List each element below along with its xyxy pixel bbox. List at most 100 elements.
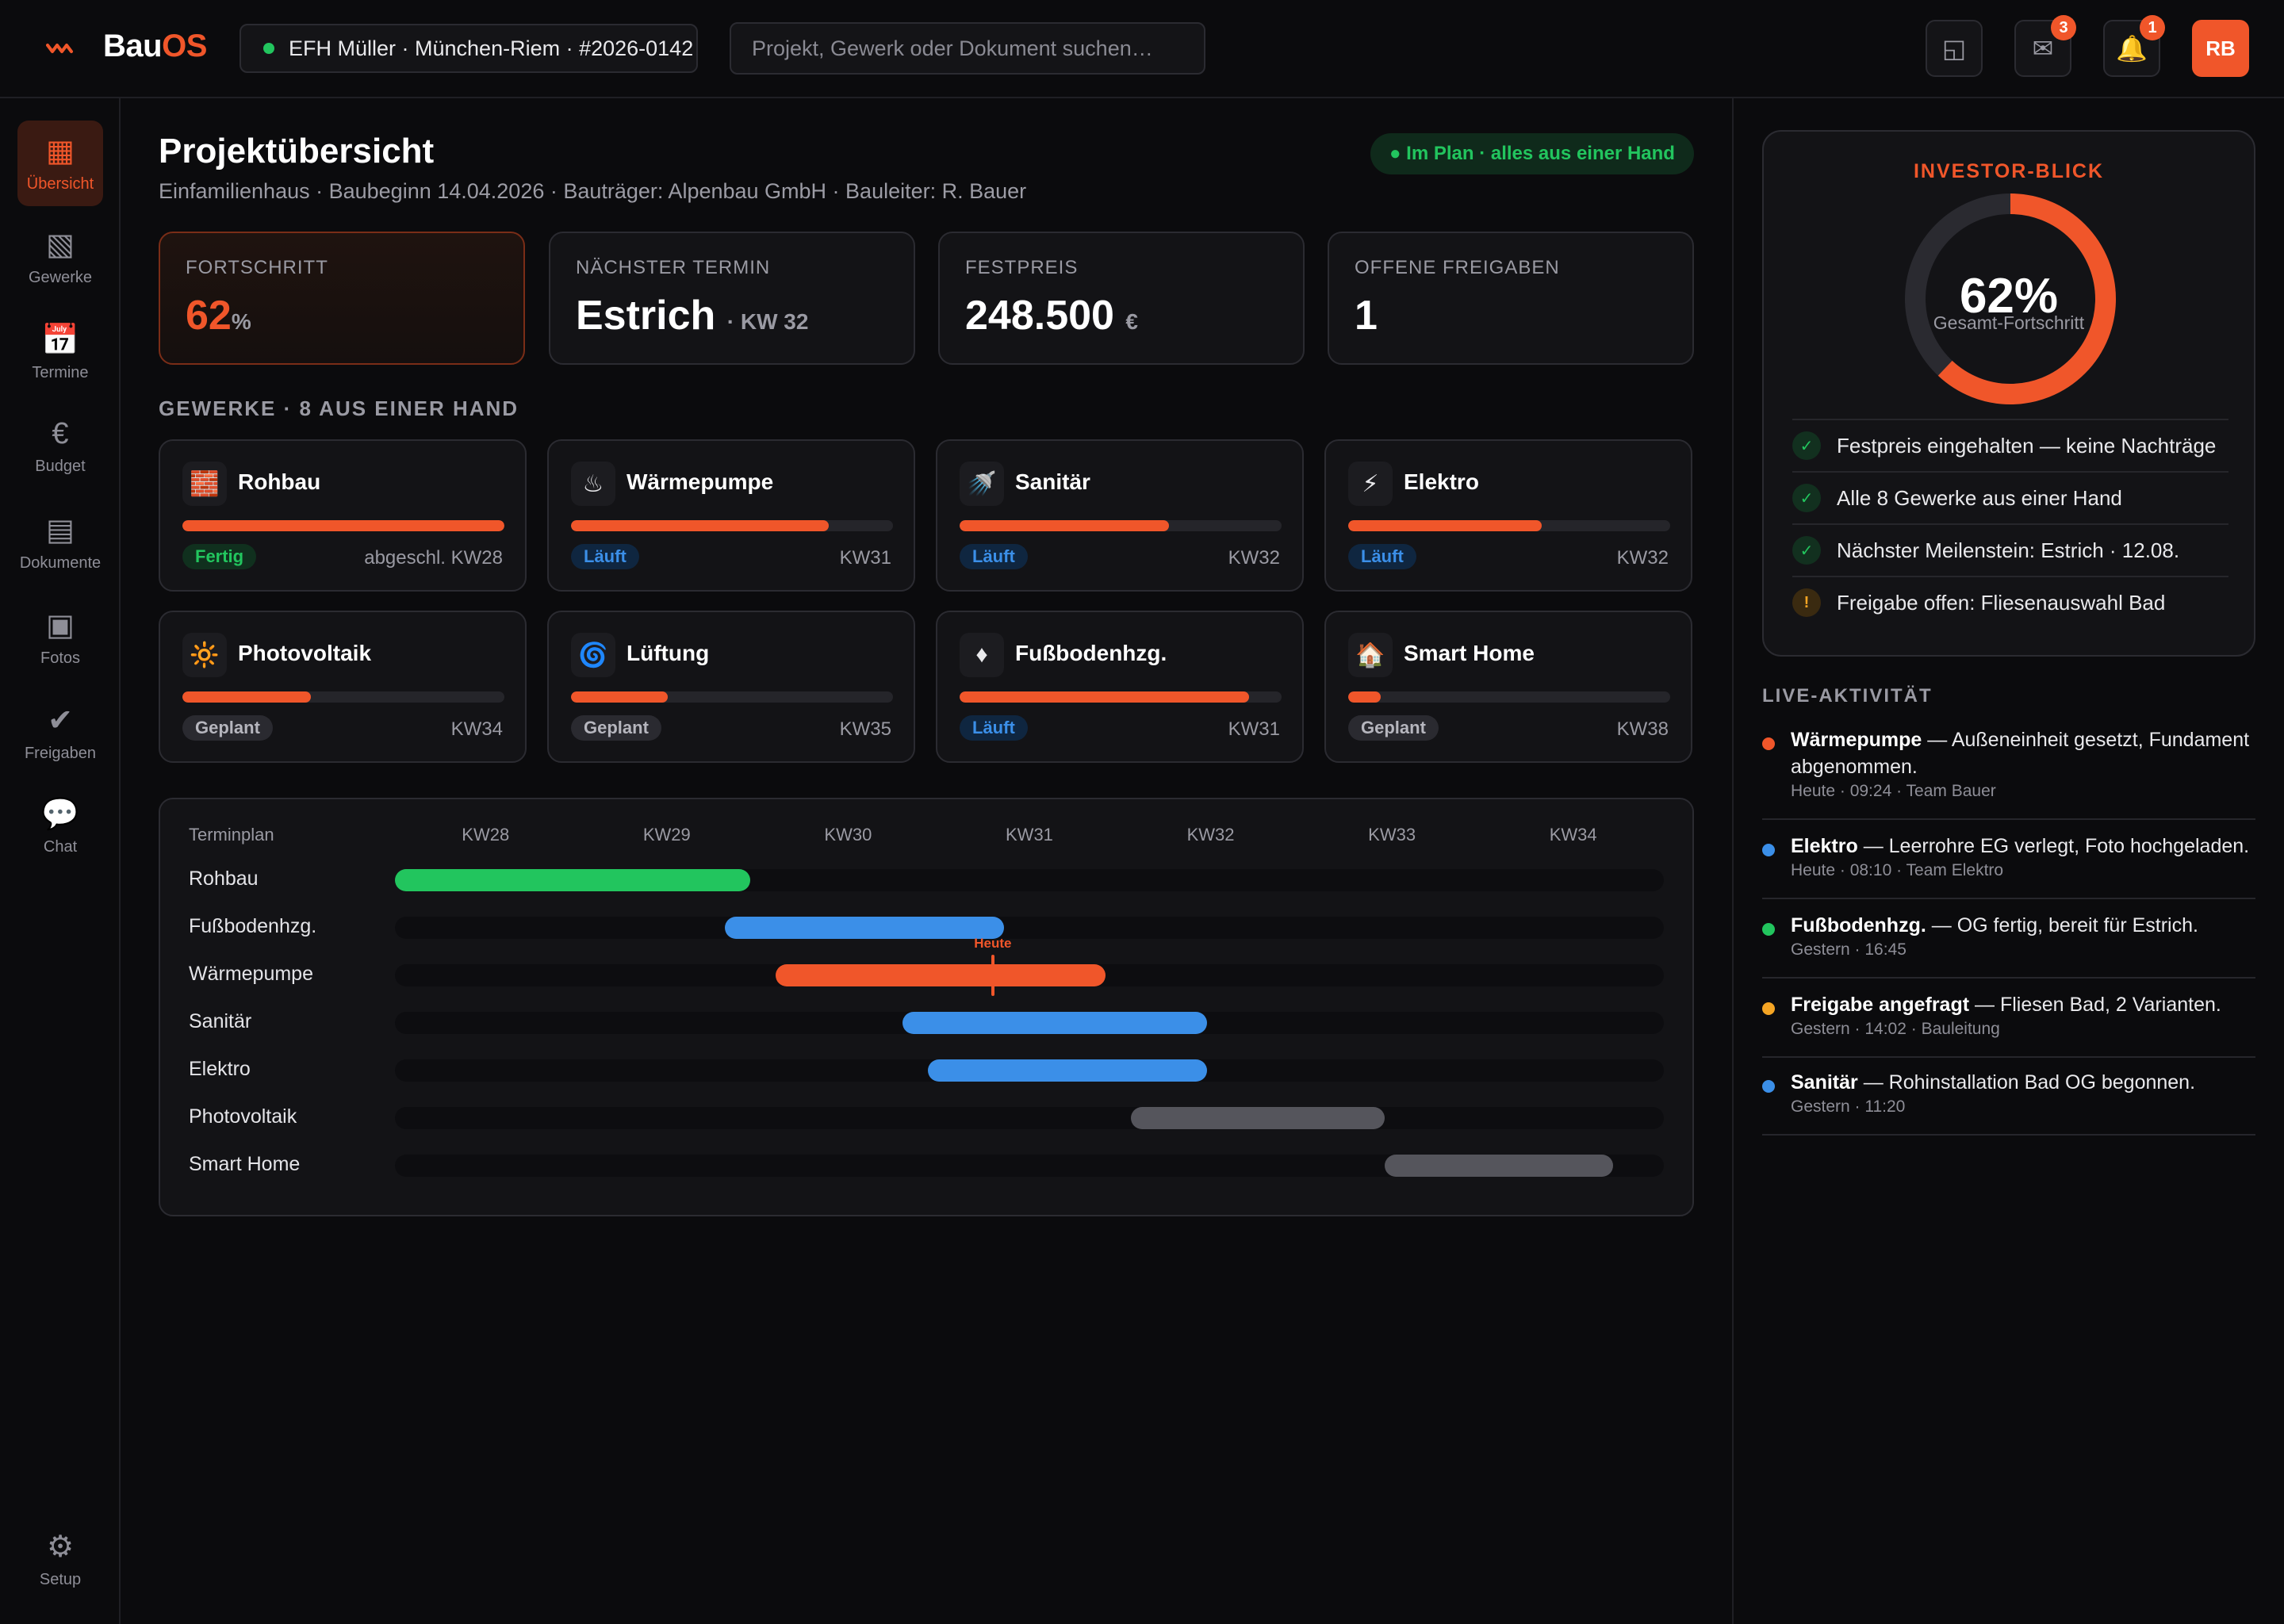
trade-card-elektro[interactable]: ⚡ Elektro Läuft KW32 <box>1324 439 1692 592</box>
activity-dot <box>1762 737 1775 750</box>
project-selector[interactable]: EFH Müller · München-Riem · #2026-0142 <box>240 24 698 73</box>
user-avatar[interactable]: RB <box>2192 20 2249 77</box>
schedule-row-label: Wärmepumpe <box>189 963 313 985</box>
activity-dot <box>1762 1002 1775 1015</box>
schedule-bar[interactable] <box>725 917 1004 939</box>
activity-item[interactable]: Sanitär — Rohinstallation Bad OG begonne… <box>1762 1069 2255 1136</box>
investor-check-item: ✓ Nächster Meilenstein: Estrich · 12.08. <box>1792 523 2228 576</box>
investor-check-item[interactable]: ! Freigabe offen: Fliesenauswahl Bad <box>1792 576 2228 628</box>
trade-status-badge: Läuft <box>960 544 1028 569</box>
trade-card-smart-home[interactable]: 🏠 Smart Home Geplant KW38 <box>1324 611 1692 763</box>
trade-name: Smart Home <box>1404 641 1535 665</box>
sidebar-item-setup[interactable]: ⚙ Setup <box>17 1516 103 1602</box>
logo-wave-icon <box>46 44 73 53</box>
kpi-value: Estrich · KW 32 <box>576 292 888 339</box>
shower-icon: 🚿 <box>960 462 1004 506</box>
schedule-bar[interactable] <box>902 1012 1207 1034</box>
check-circle-icon: ✓ <box>1792 431 1821 460</box>
layout-button[interactable]: ◱ <box>1926 20 1983 77</box>
top-bar: BauOS EFH Müller · München-Riem · #2026-… <box>0 0 2284 98</box>
schedule-bar[interactable] <box>1131 1107 1385 1129</box>
trade-card-rohbau[interactable]: 🧱 Rohbau Fertig abgeschl. KW28 <box>159 439 527 592</box>
kpi-approvals-value: 1 <box>1355 293 1378 339</box>
kpi-label: NÄCHSTER TERMIN <box>576 257 771 278</box>
sidebar-item-gewerke[interactable]: ▧ Gewerke <box>17 214 103 300</box>
page-title: Projektübersicht <box>159 132 435 170</box>
schedule-bar[interactable] <box>395 869 750 891</box>
activity-meta: Gestern · 16:45 <box>1791 940 1907 959</box>
check-icon: ✔ <box>48 703 73 737</box>
search-input[interactable]: Projekt, Gewerk oder Dokument suchen… <box>730 22 1205 75</box>
schedule-week-header: KW34 <box>1549 825 1597 845</box>
schedule-row-label: Fußbodenhzg. <box>189 915 317 937</box>
warning-icon: ! <box>1792 588 1821 617</box>
gear-icon: ⚙ <box>46 1530 75 1564</box>
kpi-unit: € <box>1125 309 1138 334</box>
sidebar-item-fotos[interactable]: ▣ Fotos <box>17 595 103 680</box>
sidebar-item-termine[interactable]: 📅 Termine <box>17 309 103 395</box>
check-text: Festpreis eingehalten — keine Nachträge <box>1837 433 2217 458</box>
activity-item[interactable]: Freigabe angefragt — Fliesen Bad, 2 Vari… <box>1762 991 2255 1058</box>
sidebar-item-chat[interactable]: 💬 Chat <box>17 783 103 869</box>
activity-item[interactable]: Elektro — Leerrohre EG verlegt, Foto hoc… <box>1762 833 2255 899</box>
schedule-week-header: KW29 <box>642 825 691 845</box>
search-placeholder: Projekt, Gewerk oder Dokument suchen… <box>752 36 1153 60</box>
activity-item[interactable]: Fußbodenhzg. — OG fertig, bereit für Est… <box>1762 912 2255 979</box>
notifications-button[interactable]: 🔔 1 <box>2103 15 2165 77</box>
trade-status-badge: Läuft <box>1348 544 1416 569</box>
sidebar-item-label: Gewerke <box>28 268 93 286</box>
activity-text: Wärmepumpe — Außeneinheit gesetzt, Funda… <box>1791 726 2255 780</box>
trade-name: Photovoltaik <box>238 641 372 665</box>
sidebar-item-freigaben[interactable]: ✔ Freigaben <box>17 690 103 776</box>
trade-week: KW38 <box>1616 718 1669 740</box>
logo-icon <box>44 36 76 60</box>
trade-card-waermepumpe[interactable]: ♨ Wärmepumpe Läuft KW31 <box>547 439 915 592</box>
trade-progress-fill <box>182 520 504 531</box>
messages-button[interactable]: ✉ 3 <box>2014 15 2076 77</box>
donut-caption: Gesamt-Fortschritt <box>1933 312 2085 333</box>
schedule-week-header: KW32 <box>1186 825 1235 845</box>
today-marker <box>991 955 995 996</box>
sidebar-item-dokumente[interactable]: ▤ Dokumente <box>17 500 103 585</box>
trade-status-badge: Läuft <box>960 715 1028 741</box>
activity-item[interactable]: Wärmepumpe — Außeneinheit gesetzt, Funda… <box>1762 726 2255 820</box>
messages-count-badge: 3 <box>2051 15 2076 40</box>
bell-icon: 🔔 <box>2116 34 2148 63</box>
activity-title: Fußbodenhzg. <box>1791 914 1926 936</box>
donut-progress-arc <box>1905 193 2116 404</box>
schedule-bar[interactable] <box>776 964 1106 986</box>
schedule-row-label: Photovoltaik <box>189 1105 297 1128</box>
schedule-week-header: KW30 <box>824 825 872 845</box>
trades-heading: GEWERKE · 8 AUS EINER HAND <box>159 396 519 420</box>
sidebar-item-label: Freigaben <box>24 744 97 762</box>
trade-status-badge: Geplant <box>1348 715 1439 741</box>
document-icon: ▤ <box>46 513 75 547</box>
trade-card-lueftung[interactable]: 🌀 Lüftung Geplant KW35 <box>547 611 915 763</box>
trade-progress-bar <box>960 691 1282 703</box>
schedule-bar[interactable] <box>1385 1155 1613 1177</box>
trade-card-sanitaer[interactable]: 🚿 Sanitär Läuft KW32 <box>936 439 1304 592</box>
schedule-track <box>395 869 1664 891</box>
check-text: Freigabe offen: Fliesenauswahl Bad <box>1837 590 2166 615</box>
sidebar-item-budget[interactable]: € Budget <box>17 403 103 488</box>
activity-body: — Fliesen Bad, 2 Varianten. <box>1969 994 2221 1016</box>
sidebar-item-uebersicht[interactable]: ▦ Übersicht <box>17 121 103 206</box>
kpi-fixed-price-card: FESTPREIS 248.500 € <box>938 232 1305 365</box>
activity-title: Freigabe angefragt <box>1791 994 1970 1016</box>
sidebar-item-label: Fotos <box>40 649 81 667</box>
activity-text: Fußbodenhzg. — OG fertig, bereit für Est… <box>1791 912 2255 939</box>
schedule-bar[interactable] <box>928 1059 1207 1082</box>
app-logo[interactable]: BauOS <box>103 29 207 64</box>
activity-meta: Gestern · 11:20 <box>1791 1097 1906 1116</box>
trade-week: KW32 <box>1616 547 1669 569</box>
trade-card-fussbodenheizung[interactable]: ♦ Fußbodenhzg. Läuft KW31 <box>936 611 1304 763</box>
trade-card-photovoltaik[interactable]: 🔆 Photovoltaik Geplant KW34 <box>159 611 527 763</box>
trade-name: Rohbau <box>238 469 321 494</box>
investor-title: INVESTOR-BLICK <box>1913 160 2105 182</box>
activity-meta: Gestern · 14:02 · Bauleitung <box>1791 1020 2000 1038</box>
kpi-suffix: · KW 32 <box>726 309 809 334</box>
trade-name: Sanitär <box>1015 469 1090 494</box>
trade-week: KW31 <box>839 547 891 569</box>
kpi-approvals-card[interactable]: OFFENE FREIGABEN 1 <box>1328 232 1694 365</box>
schedule-panel: Terminplan KW28 KW29 KW30 KW31 KW32 KW33 KW34 R… <box>159 798 1694 1216</box>
